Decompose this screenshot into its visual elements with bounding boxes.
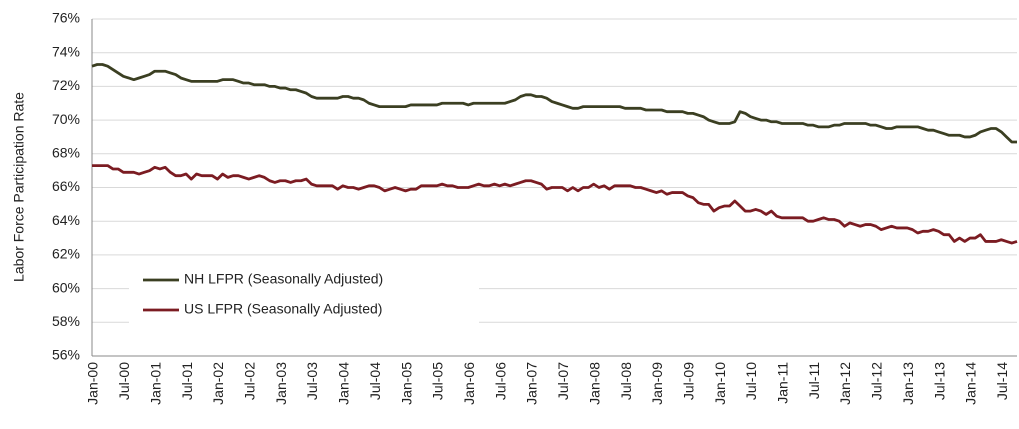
x-tick-label: Jul-06 [492, 362, 508, 400]
y-tick-label: 56% [52, 347, 80, 363]
x-tick-label: Jan-11 [775, 362, 791, 404]
x-tick-label: Jan-04 [336, 362, 352, 405]
x-tick-label: Jan-10 [712, 362, 728, 405]
x-tick-label: Jan-05 [398, 362, 414, 405]
x-tick-label: Jan-00 [85, 362, 101, 405]
y-tick-label: 58% [52, 313, 80, 329]
x-tick-label: Jan-13 [900, 362, 916, 405]
data-line [91, 63, 1017, 144]
x-tick-label: Jul-12 [869, 362, 885, 400]
x-tick-label: Jul-05 [430, 362, 446, 400]
x-tick-label: Jan-14 [963, 362, 979, 405]
x-tick-label: Jul-09 [680, 362, 696, 400]
x-tick-label: Jul-03 [304, 362, 320, 400]
x-tick-label: Jul-14 [994, 362, 1010, 400]
legend-label: US LFPR (Seasonally Adjusted) [184, 301, 382, 317]
x-tick-label: Jul-08 [618, 362, 634, 400]
x-tick-label: Jul-10 [743, 362, 759, 400]
x-tick-label: Jul-07 [555, 362, 571, 400]
legend-label: NH LFPR (Seasonally Adjusted) [184, 271, 383, 287]
y-axis-title: Labor Force Participation Rate [11, 92, 27, 282]
legend-box [129, 262, 479, 328]
x-tick-label: Jul-04 [367, 362, 383, 400]
x-tick-label: Jan-07 [524, 362, 540, 405]
x-tick-label: Jan-08 [586, 362, 602, 405]
y-tick-label: 62% [52, 246, 80, 262]
x-tick-label: Jan-12 [837, 362, 853, 405]
x-tick-label: Jul-13 [931, 362, 947, 400]
x-tick-label: Jan-09 [649, 362, 665, 405]
y-tick-label: 68% [52, 145, 80, 161]
x-tick-label: Jan-03 [273, 362, 289, 405]
y-tick-label: 64% [52, 212, 80, 228]
x-tick-label: Jul-00 [116, 362, 132, 400]
x-tick-label: Jul-02 [241, 362, 257, 400]
y-tick-label: 72% [52, 77, 80, 93]
x-tick-label: Jul-01 [179, 362, 195, 400]
x-tick-label: Jul-11 [806, 362, 822, 399]
y-tick-label: 74% [52, 43, 80, 59]
data-line [92, 164, 1018, 245]
y-tick-label: 60% [52, 279, 80, 295]
y-tick-label: 70% [52, 111, 80, 127]
x-tick-label: Jan-02 [210, 362, 226, 405]
x-tick-label: Jan-01 [147, 362, 163, 405]
y-tick-label: 76% [52, 10, 80, 26]
y-tick-label: 66% [52, 178, 80, 194]
x-tick-label: Jan-06 [461, 362, 477, 405]
